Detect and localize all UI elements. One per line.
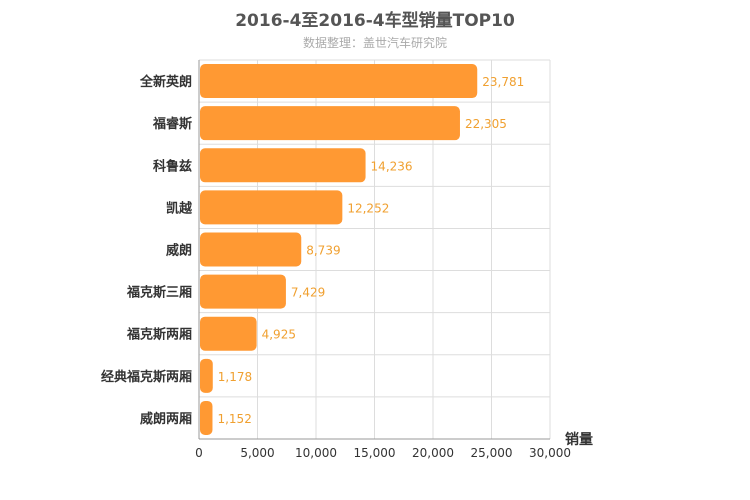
category-label: 威朗两厢	[140, 411, 192, 427]
bar-value-label: 1,178	[218, 370, 252, 384]
category-label: 科鲁兹	[153, 158, 192, 174]
bar-value-label: 1,152	[217, 412, 251, 426]
category-label: 福睿斯	[152, 116, 192, 132]
category-label: 凯越	[166, 200, 193, 216]
bar	[200, 190, 343, 225]
bar	[200, 358, 213, 393]
x-tick-label: 15,000	[354, 446, 396, 460]
x-axis-title: 销量	[565, 431, 593, 448]
x-tick-label: 5,000	[240, 446, 274, 460]
x-tick-label: 20,000	[412, 446, 454, 460]
bar-value-label: 8,739	[306, 244, 340, 258]
bar	[200, 64, 478, 99]
x-tick-label: 25,000	[471, 446, 513, 460]
bar	[200, 400, 213, 435]
bar	[200, 106, 460, 141]
bar-value-label: 4,925	[262, 328, 296, 342]
category-label: 福克斯三厢	[126, 285, 192, 301]
category-label: 威朗	[166, 243, 192, 259]
chart-subtitle: 数据整理：盖世汽车研究院	[302, 36, 447, 50]
bar-value-label: 22,305	[465, 117, 507, 131]
category-label: 福克斯两厢	[126, 327, 192, 343]
bar-value-label: 7,429	[291, 286, 325, 300]
x-tick-label: 10,000	[295, 446, 337, 460]
bar-value-label: 12,252	[347, 201, 389, 215]
bar	[200, 274, 286, 309]
bar	[200, 148, 366, 183]
bar	[200, 316, 257, 351]
x-tick-label: 0	[195, 446, 203, 460]
x-tick-label: 30,000	[529, 446, 571, 460]
bar-value-label: 23,781	[482, 75, 524, 89]
bar-value-label: 14,236	[371, 159, 413, 173]
category-label: 经典福克斯两厢	[101, 369, 192, 385]
bar	[200, 232, 302, 267]
chart-title: 2016-4至2016-4车型销量TOP10	[235, 11, 515, 31]
category-label: 全新英朗	[139, 74, 192, 90]
